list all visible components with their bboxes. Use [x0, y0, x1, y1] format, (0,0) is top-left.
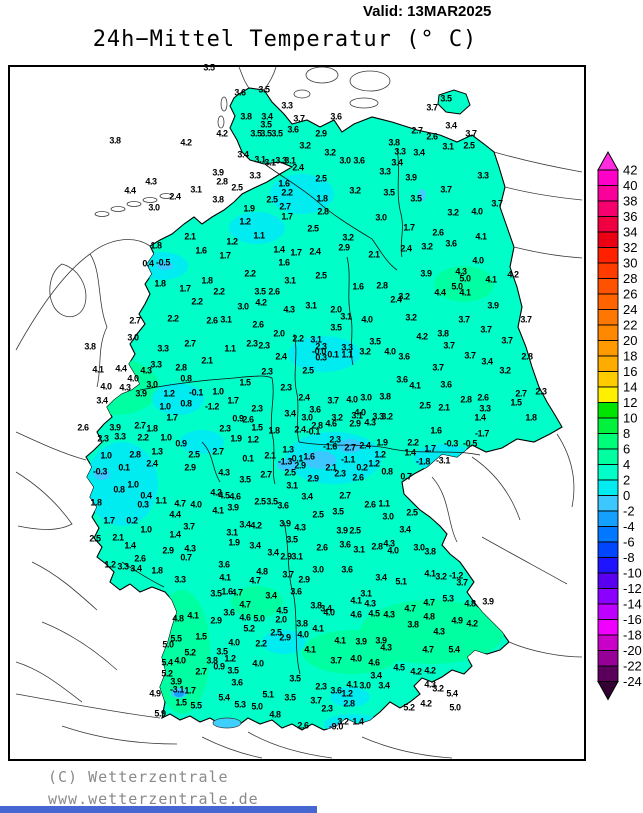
website-url: www.wetterzentrale.de	[48, 790, 259, 808]
scale-cell	[597, 371, 619, 388]
scale-label: 14	[623, 380, 637, 395]
scale-label: -4	[623, 519, 635, 534]
copyright-text: (C) Wetterzentrale	[48, 768, 229, 786]
scale-label: 26	[623, 287, 637, 302]
scale-label: 22	[623, 318, 637, 333]
scale-label: -24	[623, 674, 642, 689]
scale-label: -18	[623, 628, 642, 643]
scale-cell	[597, 572, 619, 589]
scale-label: 20	[623, 333, 637, 348]
page-title: 24h−Mittel Temperatur (° C)	[92, 27, 478, 52]
scale-label: 42	[623, 163, 637, 178]
germany-outline	[85, 87, 563, 731]
valid-date: Valid: 13MAR2025	[363, 3, 492, 20]
scale-label: 8	[623, 426, 630, 441]
scale-cell	[597, 665, 619, 682]
scale-cell	[597, 185, 619, 202]
scale-label: -20	[623, 643, 642, 658]
scale-cell	[597, 355, 619, 372]
scale-label: 38	[623, 194, 637, 209]
scale-label: 36	[623, 209, 637, 224]
scale-cell	[597, 278, 619, 295]
scale-cell	[597, 510, 619, 527]
scale-cell	[597, 216, 619, 233]
scale-label: 0	[623, 488, 630, 503]
scale-label: -2	[623, 504, 635, 519]
scale-cell	[597, 448, 619, 465]
scale-label: 34	[623, 225, 637, 240]
scale-cell	[597, 247, 619, 264]
scale-cell	[597, 588, 619, 605]
neighbour-borders	[15, 67, 583, 759]
scale-label: 4	[623, 457, 630, 472]
bottom-bar	[0, 806, 317, 813]
scale-cell	[597, 402, 619, 419]
scale-label: -10	[623, 566, 642, 581]
scale-top-arrow	[597, 150, 619, 171]
scale-label: 2	[623, 473, 630, 488]
scale-label: -14	[623, 597, 642, 612]
scale-cell	[597, 433, 619, 450]
scale-cell	[597, 169, 619, 186]
scale-cell	[597, 309, 619, 326]
scale-cell	[597, 293, 619, 310]
scale-label: -8	[623, 550, 635, 565]
scale-label: -6	[623, 535, 635, 550]
map-frame	[8, 65, 586, 761]
temperature-color-scale: 424038363432302826242220181614121086420-…	[597, 150, 642, 701]
scale-cell	[597, 634, 619, 651]
scale-label: 28	[623, 271, 637, 286]
scale-label: 40	[623, 178, 637, 193]
scale-label: 10	[623, 411, 637, 426]
scale-cell	[597, 650, 619, 667]
scale-cell	[597, 324, 619, 341]
scale-label: 32	[623, 240, 637, 255]
scale-label: 12	[623, 395, 637, 410]
scale-cell	[597, 479, 619, 496]
scale-label: -22	[623, 659, 642, 674]
scale-cell	[597, 340, 619, 357]
scale-label: 30	[623, 256, 637, 271]
scale-cell	[597, 557, 619, 574]
scale-label: 18	[623, 349, 637, 364]
scale-label: -16	[623, 612, 642, 627]
lakes	[212, 189, 426, 729]
scale-cell	[597, 619, 619, 636]
scale-cell	[597, 417, 619, 434]
germany-temperature-map	[15, 67, 583, 759]
scale-label: 16	[623, 364, 637, 379]
scale-bottom-arrow	[597, 681, 619, 701]
scale-cell	[597, 603, 619, 620]
lake-mueritz	[418, 189, 426, 201]
scale-cell	[597, 231, 619, 248]
scale-cell	[597, 541, 619, 558]
scale-cell	[597, 464, 619, 481]
scale-label: -12	[623, 581, 642, 596]
scale-label: 24	[623, 302, 637, 317]
lake-constance	[212, 717, 242, 729]
scale-cell	[597, 386, 619, 403]
scale-cell	[597, 526, 619, 543]
scale-cell	[597, 262, 619, 279]
scale-label: 6	[623, 442, 630, 457]
scale-cell	[597, 200, 619, 217]
scale-cell	[597, 495, 619, 512]
state-borders	[121, 147, 481, 675]
